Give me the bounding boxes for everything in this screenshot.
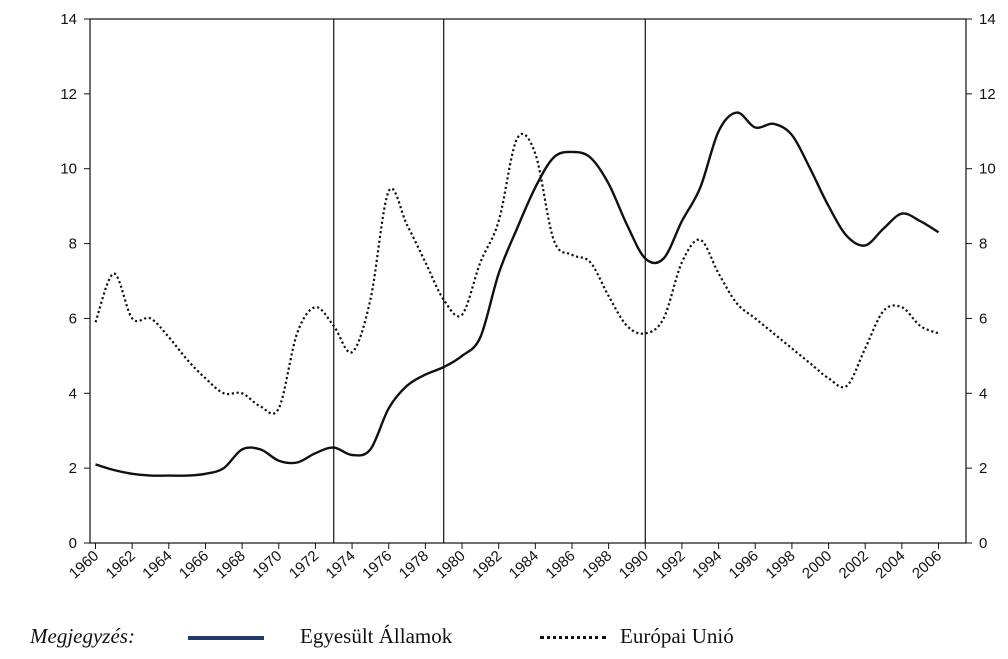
x-tick-label: 1982 — [469, 547, 505, 582]
y-tick-label-right: 2 — [979, 460, 987, 477]
x-tick-label: 1996 — [726, 547, 762, 582]
legend-swatch-eu — [540, 636, 606, 639]
y-tick-label-left: 4 — [69, 385, 77, 402]
x-tick-label: 2000 — [799, 547, 835, 582]
legend: Megjegyzés: Egyesült Államok Európai Uni… — [0, 622, 1008, 656]
y-tick-label-right: 0 — [979, 535, 987, 552]
y-tick-label-right: 6 — [979, 310, 987, 327]
x-tick-label: 2006 — [909, 547, 945, 582]
y-tick-label-left: 12 — [60, 86, 77, 103]
y-tick-label-right: 14 — [979, 11, 996, 28]
y-tick-label-right: 8 — [979, 236, 987, 253]
legend-label-eu: Európai Unió — [620, 624, 734, 648]
y-tick-label-right: 12 — [979, 86, 996, 103]
legend-swatch-us — [188, 636, 264, 640]
y-tick-label-right: 4 — [979, 385, 987, 402]
y-tick-label-left: 10 — [60, 161, 77, 178]
y-tick-label-left: 8 — [69, 236, 77, 253]
x-tick-label: 1994 — [689, 547, 725, 582]
x-tick-label: 1972 — [286, 547, 322, 582]
x-tick-label: 1988 — [579, 547, 615, 582]
series-layer — [94, 111, 940, 477]
x-tick-label: 2004 — [872, 547, 908, 582]
x-tick-label: 1984 — [506, 547, 542, 582]
x-tick-label: 1990 — [616, 547, 652, 582]
x-tick-label: 1998 — [762, 547, 798, 582]
vertical-markers — [333, 19, 646, 543]
series-line-us — [95, 111, 940, 477]
axes — [84, 18, 972, 549]
legend-label-us: Egyesült Államok — [300, 624, 453, 648]
x-tick-label: 1978 — [396, 547, 432, 582]
x-tick-label: 1974 — [323, 547, 359, 582]
x-tick-label: 1960 — [66, 547, 102, 582]
x-tick-label: 1970 — [249, 547, 285, 582]
x-tick-label: 1968 — [213, 547, 249, 582]
x-tick-label: 1966 — [176, 547, 212, 582]
legend-note: Megjegyzés: — [30, 624, 135, 648]
x-tick-label: 1986 — [542, 547, 578, 582]
y-tick-label-left: 14 — [60, 11, 77, 28]
y-tick-label-left: 6 — [69, 310, 77, 327]
y-tick-label-left: 2 — [69, 460, 77, 477]
plot-frame — [89, 18, 967, 544]
x-tick-label: 1992 — [652, 547, 688, 582]
y-tick-label-right: 10 — [979, 161, 996, 178]
x-tick-label: 2002 — [836, 547, 872, 582]
x-tick-label: 1964 — [139, 547, 175, 582]
y-tick-label-left: 0 — [69, 535, 77, 552]
series-line-eu — [94, 132, 939, 415]
x-tick-label: 1980 — [433, 547, 469, 582]
x-tick-label: 1976 — [359, 547, 395, 582]
x-tick-label: 1962 — [103, 547, 139, 582]
